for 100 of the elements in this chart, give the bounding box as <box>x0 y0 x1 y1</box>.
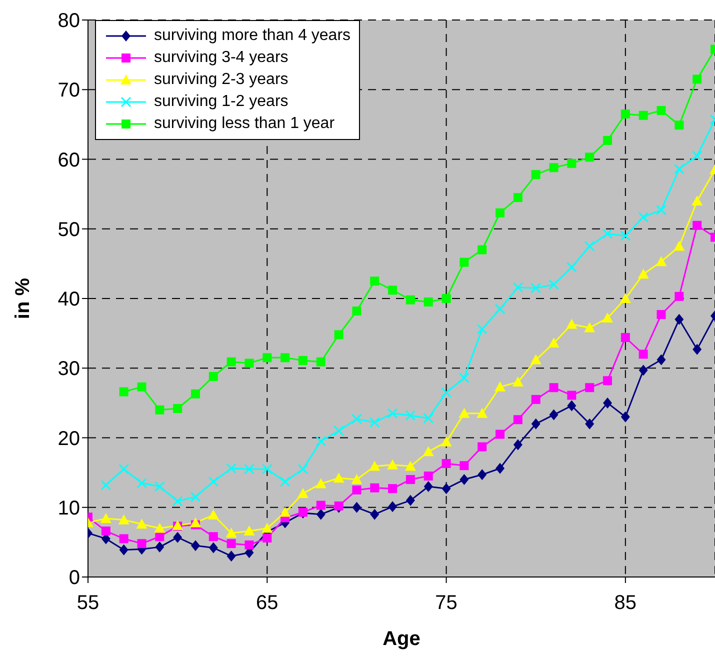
point <box>692 150 702 162</box>
point <box>334 426 344 436</box>
point <box>494 304 506 314</box>
point <box>244 540 254 550</box>
point <box>460 258 469 267</box>
point <box>692 74 702 84</box>
point <box>226 550 236 562</box>
point <box>603 397 612 408</box>
point <box>585 152 594 162</box>
point <box>478 442 487 452</box>
point <box>280 353 290 362</box>
point <box>567 400 576 412</box>
point <box>656 106 666 116</box>
point <box>226 463 237 474</box>
point <box>513 439 522 450</box>
point <box>119 387 128 396</box>
point <box>620 109 630 118</box>
point <box>531 394 540 404</box>
point <box>460 461 469 470</box>
point <box>549 409 558 420</box>
point <box>118 514 130 524</box>
point <box>173 532 182 543</box>
point <box>316 508 326 520</box>
point <box>692 196 703 206</box>
point <box>352 485 362 494</box>
point <box>441 387 452 398</box>
point <box>262 522 273 533</box>
point <box>316 357 326 366</box>
point <box>478 245 487 254</box>
point <box>458 408 470 418</box>
y-tick-label: 80 <box>58 10 80 32</box>
point <box>406 494 415 506</box>
point <box>674 240 685 251</box>
point <box>603 136 612 145</box>
point <box>406 475 415 484</box>
point <box>656 354 666 366</box>
point <box>388 501 398 512</box>
point <box>674 314 684 325</box>
y-tick-label: 60 <box>58 149 80 172</box>
point <box>208 532 218 542</box>
point <box>602 312 614 322</box>
point <box>460 474 469 486</box>
point <box>567 390 576 400</box>
point <box>602 228 613 239</box>
legend-label: surviving 3-4 years <box>154 49 288 67</box>
point <box>566 318 578 329</box>
point <box>638 212 649 222</box>
point <box>297 488 308 498</box>
point <box>387 408 398 419</box>
point <box>496 462 505 474</box>
point <box>387 459 398 470</box>
point <box>262 534 272 543</box>
y-tick-label: 10 <box>58 497 80 520</box>
point <box>620 411 630 422</box>
point <box>226 528 237 538</box>
point <box>154 481 165 492</box>
point <box>656 256 667 266</box>
point <box>280 476 290 487</box>
legend-label: surviving less than 1 year <box>154 115 335 133</box>
y-tick-label: 0 <box>68 567 80 590</box>
point <box>478 469 487 480</box>
point <box>549 163 558 172</box>
point <box>334 330 344 340</box>
point <box>334 501 344 510</box>
point <box>442 483 451 494</box>
point <box>512 376 524 387</box>
point <box>316 436 326 446</box>
point <box>584 241 595 252</box>
point <box>137 539 146 548</box>
point <box>442 459 451 468</box>
point <box>244 464 254 474</box>
point <box>692 220 702 230</box>
point <box>494 381 506 392</box>
point <box>280 506 291 517</box>
point <box>424 472 433 481</box>
point <box>370 276 380 286</box>
point <box>406 295 415 304</box>
x-tick-label: 65 <box>256 592 278 614</box>
point <box>190 540 200 552</box>
point <box>638 110 648 120</box>
point <box>351 474 362 484</box>
point <box>369 417 380 428</box>
y-tick-label: 20 <box>58 428 80 450</box>
point <box>496 430 505 439</box>
point <box>119 544 128 556</box>
point <box>226 357 236 366</box>
point <box>530 354 542 364</box>
point <box>155 542 164 553</box>
point <box>674 120 684 130</box>
point <box>404 460 416 471</box>
point <box>190 517 201 528</box>
point <box>208 510 219 520</box>
point <box>352 502 362 513</box>
point <box>620 230 631 242</box>
x-tick-label: 75 <box>435 592 458 614</box>
point <box>101 526 110 536</box>
point <box>370 483 380 492</box>
point <box>262 464 272 474</box>
point <box>476 324 488 334</box>
point <box>155 405 164 414</box>
